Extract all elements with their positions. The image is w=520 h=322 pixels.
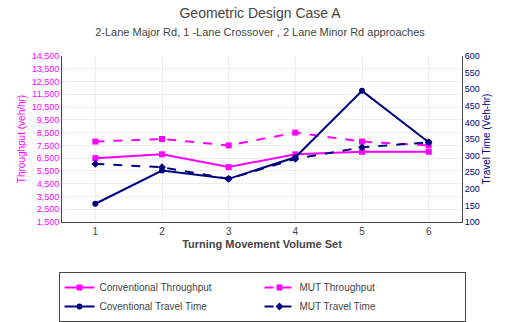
svg-text:Conventional Throughput: Conventional Throughput — [100, 282, 212, 293]
svg-text:5,500: 5,500 — [37, 166, 60, 176]
svg-text:10,500: 10,500 — [32, 102, 60, 112]
svg-text:3: 3 — [226, 226, 232, 237]
svg-text:9,500: 9,500 — [37, 115, 60, 125]
svg-text:1,500: 1,500 — [37, 217, 60, 227]
svg-text:Throughput (veh/hr): Throughput (veh/hr) — [16, 95, 27, 183]
svg-text:11,500: 11,500 — [32, 89, 59, 99]
svg-text:Travel Time (Veh-hr): Travel Time (Veh-hr) — [481, 94, 492, 185]
svg-text:Turning Movement Volume Set: Turning Movement Volume Set — [182, 238, 342, 250]
svg-text:3,500: 3,500 — [37, 192, 60, 202]
svg-text:7,500: 7,500 — [37, 141, 60, 151]
svg-text:Coventional Travel Time: Coventional Travel Time — [100, 301, 208, 312]
svg-text:100: 100 — [465, 217, 480, 227]
svg-text:200: 200 — [465, 184, 480, 194]
svg-text:5: 5 — [359, 226, 365, 237]
svg-text:6,500: 6,500 — [37, 153, 60, 163]
svg-text:300: 300 — [465, 151, 480, 161]
svg-text:6: 6 — [426, 226, 432, 237]
svg-text:400: 400 — [465, 118, 480, 128]
svg-text:600: 600 — [465, 51, 480, 61]
svg-text:250: 250 — [465, 167, 480, 177]
svg-text:1: 1 — [93, 226, 99, 237]
svg-text:8,500: 8,500 — [37, 128, 60, 138]
svg-text:150: 150 — [465, 201, 480, 211]
svg-text:350: 350 — [465, 134, 480, 144]
svg-text:450: 450 — [465, 101, 480, 111]
svg-text:12,500: 12,500 — [32, 77, 60, 87]
svg-text:4: 4 — [293, 226, 299, 237]
svg-text:4,500: 4,500 — [37, 179, 60, 189]
svg-text:2: 2 — [159, 226, 165, 237]
svg-text:2,500: 2,500 — [37, 204, 60, 214]
svg-text:MUT Travel Time: MUT Travel Time — [300, 301, 376, 312]
svg-text:Geometric Design Case A2-Lane: Geometric Design Case A2-Lane Major Rd, … — [95, 5, 425, 38]
svg-text:550: 550 — [465, 68, 480, 78]
svg-text:14,500: 14,500 — [32, 51, 60, 61]
svg-text:13,500: 13,500 — [32, 64, 60, 74]
svg-text:500: 500 — [465, 84, 480, 94]
svg-text:MUT Throughput: MUT Throughput — [300, 282, 375, 293]
